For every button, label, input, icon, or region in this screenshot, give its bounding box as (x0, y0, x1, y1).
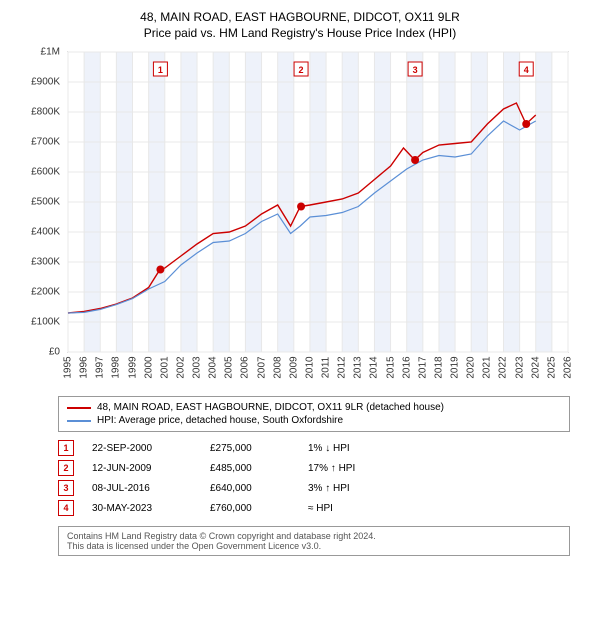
y-axis-tick: £800K (31, 107, 60, 118)
x-axis-tick: 2005 (224, 356, 235, 378)
event-date: 30-MAY-2023 (92, 503, 192, 514)
x-axis-tick: 2001 (159, 356, 170, 378)
x-axis-tick: 2016 (401, 356, 412, 378)
event-price: £275,000 (210, 443, 290, 454)
y-axis-tick: £1M (41, 47, 60, 58)
event-price: £485,000 (210, 463, 290, 474)
footer-attribution: Contains HM Land Registry data © Crown c… (58, 526, 570, 556)
chart-title: 48, MAIN ROAD, EAST HAGBOURNE, DIDCOT, O… (10, 10, 590, 24)
x-axis-tick: 2003 (192, 356, 203, 378)
svg-text:4: 4 (524, 65, 529, 75)
x-axis-tick: 2024 (530, 356, 541, 378)
event-row: 3 08-JUL-2016 £640,000 3% ↑ HPI (58, 478, 570, 498)
event-diff: 17% ↑ HPI (308, 463, 388, 474)
x-axis-tick: 2018 (433, 356, 444, 378)
event-date: 12-JUN-2009 (92, 463, 192, 474)
event-row: 2 12-JUN-2009 £485,000 17% ↑ HPI (58, 458, 570, 478)
x-axis-tick: 2021 (482, 356, 493, 378)
x-axis-tick: 1998 (111, 356, 122, 378)
y-axis-tick: £900K (31, 77, 60, 88)
x-axis-tick: 2025 (546, 356, 557, 378)
event-diff: 1% ↓ HPI (308, 443, 388, 454)
legend-row-2: HPI: Average price, detached house, Sout… (67, 414, 561, 427)
x-axis-tick: 2019 (450, 356, 461, 378)
y-axis-tick: £200K (31, 287, 60, 298)
x-axis-tick: 2022 (498, 356, 509, 378)
x-axis-tick: 2020 (466, 356, 477, 378)
event-marker-icon: 2 (58, 460, 74, 476)
x-axis-tick: 1995 (63, 356, 74, 378)
y-axis-tick: £500K (31, 197, 60, 208)
x-axis-tick: 2023 (514, 356, 525, 378)
x-axis-tick: 2002 (175, 356, 186, 378)
event-diff: 3% ↑ HPI (308, 483, 388, 494)
x-axis-tick: 1999 (127, 356, 138, 378)
event-price: £760,000 (210, 503, 290, 514)
x-axis-tick: 2011 (321, 357, 332, 379)
x-axis-tick: 2000 (143, 356, 154, 378)
chart-svg: 1 2 3 4 (20, 48, 580, 388)
x-axis-tick: 2010 (304, 356, 315, 378)
event-date: 08-JUL-2016 (92, 483, 192, 494)
x-axis-tick: 2008 (272, 356, 283, 378)
y-axis-tick: £0 (49, 347, 60, 358)
legend-label-2: HPI: Average price, detached house, Sout… (97, 415, 343, 426)
y-axis-tick: £600K (31, 167, 60, 178)
event-diff: ≈ HPI (308, 503, 388, 514)
x-axis-tick: 2007 (256, 356, 267, 378)
event-marker-icon: 1 (58, 440, 74, 456)
event-row: 1 22-SEP-2000 £275,000 1% ↓ HPI (58, 438, 570, 458)
event-marker-icon: 4 (58, 500, 74, 516)
x-axis-tick: 2026 (563, 356, 574, 378)
y-axis-tick: £100K (31, 317, 60, 328)
svg-text:1: 1 (158, 65, 163, 75)
x-axis-tick: 1996 (79, 356, 90, 378)
legend-swatch-1 (67, 407, 91, 409)
chart-area: 1 2 3 4 £0 £100K £200K £300K £400K £500K £600K £70… (20, 48, 580, 388)
footer-line-1: Contains HM Land Registry data © Crown c… (67, 531, 561, 541)
x-axis-tick: 2009 (288, 356, 299, 378)
y-axis-tick: £700K (31, 137, 60, 148)
svg-text:2: 2 (299, 65, 304, 75)
y-axis-tick: £400K (31, 227, 60, 238)
event-date: 22-SEP-2000 (92, 443, 192, 454)
legend-label-1: 48, MAIN ROAD, EAST HAGBOURNE, DIDCOT, O… (97, 402, 444, 413)
chart-subtitle: Price paid vs. HM Land Registry's House … (10, 26, 590, 40)
event-row: 4 30-MAY-2023 £760,000 ≈ HPI (58, 498, 570, 518)
x-axis-tick: 2013 (353, 356, 364, 378)
x-axis-tick: 2017 (417, 356, 428, 378)
x-axis-tick: 2015 (385, 356, 396, 378)
x-axis-tick: 2006 (240, 356, 251, 378)
legend-swatch-2 (67, 420, 91, 422)
x-axis-tick: 2004 (208, 356, 219, 378)
y-axis-tick: £300K (31, 257, 60, 268)
events-table: 1 22-SEP-2000 £275,000 1% ↓ HPI 2 12-JUN… (58, 438, 570, 518)
event-marker-icon: 3 (58, 480, 74, 496)
svg-text:3: 3 (413, 65, 418, 75)
x-axis-tick: 2012 (337, 356, 348, 378)
footer-line-2: This data is licensed under the Open Gov… (67, 541, 561, 551)
event-price: £640,000 (210, 483, 290, 494)
x-axis-tick: 1997 (95, 356, 106, 378)
x-axis-tick: 2014 (369, 356, 380, 378)
legend-row-1: 48, MAIN ROAD, EAST HAGBOURNE, DIDCOT, O… (67, 401, 561, 414)
legend: 48, MAIN ROAD, EAST HAGBOURNE, DIDCOT, O… (58, 396, 570, 432)
